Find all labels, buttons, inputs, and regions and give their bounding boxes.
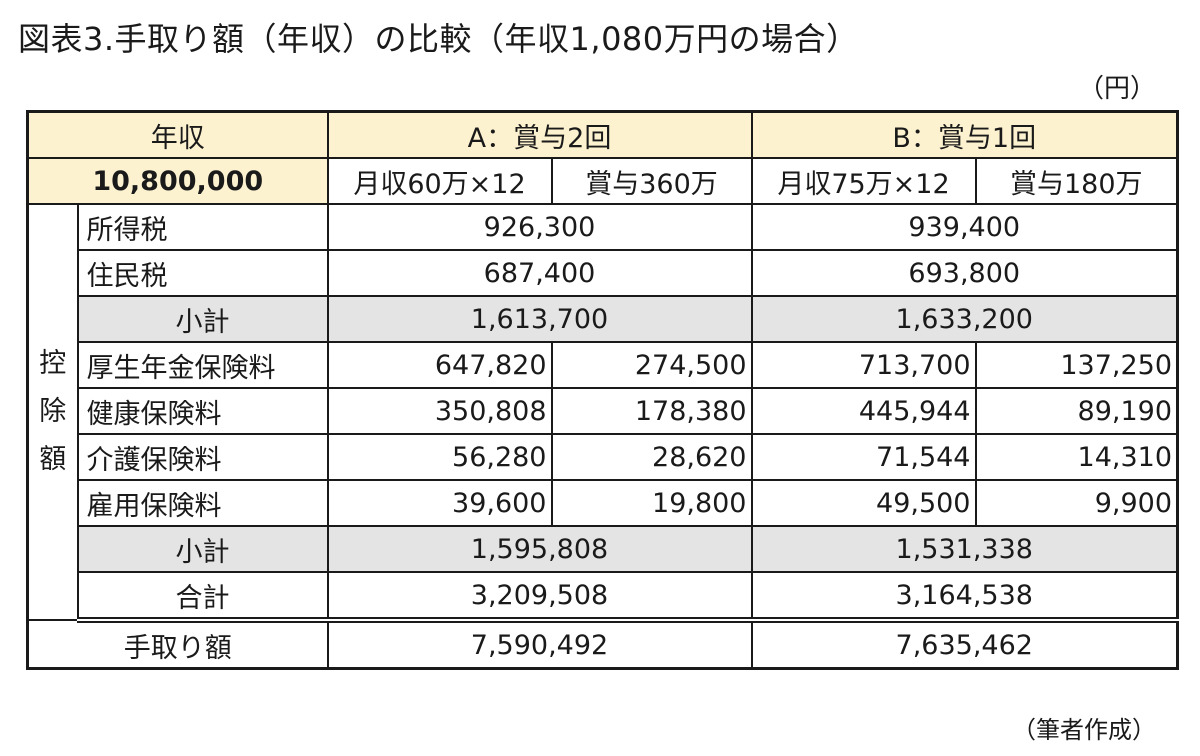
- table-row: 介護保険料 56,280 28,620 71,544 14,310: [28, 433, 1179, 481]
- plan-b-label: B：賞与1回: [750, 110, 1179, 159]
- deductions-vertical-label: 控 除 額: [26, 203, 79, 621]
- plan-a-bonus-value: 28,620: [550, 433, 753, 481]
- plan-a-monthly-value: 56,280: [326, 433, 553, 481]
- plan-b-bonus-value: 137,250: [974, 341, 1179, 389]
- plan-a-monthly-value: 39,600: [326, 479, 553, 527]
- plan-b-value: 1,633,200: [750, 295, 1179, 343]
- comparison-table: 年収 A：賞与2回 B：賞与1回 10,800,000 月収60万×12 賞与3…: [26, 110, 1180, 670]
- page-title: 図表3.手取り額（年収）の比較（年収1,080万円の場合）: [18, 20, 859, 58]
- source-note: （筆者作成）: [1012, 716, 1156, 744]
- plan-a-value: 926,300: [326, 203, 753, 251]
- row-label: 小計: [76, 525, 329, 573]
- plan-b-value: 693,800: [750, 249, 1179, 297]
- header-row-2: 10,800,000 月収60万×12 賞与360万 月収75万×12 賞与18…: [26, 157, 1179, 205]
- plan-b-value: 7,635,462: [750, 619, 1179, 670]
- plan-b-bonus-value: 14,310: [974, 433, 1179, 481]
- income-value: 10,800,000: [26, 157, 329, 205]
- unit-label: （円）: [1077, 74, 1156, 104]
- plan-b-monthly-value: 713,700: [750, 341, 977, 389]
- plan-b-value: 1,531,338: [750, 525, 1179, 573]
- take-home-row: 手取り額 7,590,492 7,635,462: [26, 619, 1179, 670]
- plan-a-value: 687,400: [326, 249, 753, 297]
- row-label: 厚生年金保険料: [76, 341, 329, 389]
- header-row-1: 年収 A：賞与2回 B：賞与1回: [26, 110, 1179, 159]
- table-row: 厚生年金保険料 647,820 274,500 713,700 137,250: [28, 341, 1179, 389]
- income-label: 年収: [26, 110, 329, 159]
- plan-b-bonus-value: 89,190: [974, 387, 1179, 435]
- row-label: 介護保険料: [76, 433, 329, 481]
- row-label: 雇用保険料: [76, 479, 329, 527]
- plan-a-monthly-value: 350,808: [326, 387, 553, 435]
- row-label: 所得税: [76, 203, 329, 251]
- insurance-subtotal-row: 小計 1,595,808 1,531,338: [28, 525, 1179, 573]
- plan-a-monthly: 月収60万×12: [326, 157, 553, 205]
- plan-a-value: 3,209,508: [326, 571, 753, 623]
- plan-a-bonus: 賞与360万: [550, 157, 753, 205]
- table-row: 住民税 687,400 693,800: [28, 249, 1179, 297]
- row-label: 合計: [76, 571, 329, 623]
- row-label: 手取り額: [26, 619, 329, 670]
- plan-a-bonus-value: 19,800: [550, 479, 753, 527]
- plan-a-value: 1,595,808: [326, 525, 753, 573]
- plan-a-value: 7,590,492: [326, 619, 753, 670]
- plan-b-value: 3,164,538: [750, 571, 1179, 623]
- plan-b-value: 939,400: [750, 203, 1179, 251]
- row-label: 住民税: [76, 249, 329, 297]
- table-row: 控 除 額 所得税 926,300 939,400: [26, 203, 1179, 621]
- plan-b-monthly-value: 71,544: [750, 433, 977, 481]
- plan-b-bonus-value: 9,900: [974, 479, 1179, 527]
- plan-a-bonus-value: 178,380: [550, 387, 753, 435]
- plan-b-bonus: 賞与180万: [974, 157, 1179, 205]
- total-row: 合計 3,209,508 3,164,538: [28, 571, 1179, 623]
- table-row: 雇用保険料 39,600 19,800 49,500 9,900: [28, 479, 1179, 527]
- plan-b-monthly-value: 49,500: [750, 479, 977, 527]
- table-row: 健康保険料 350,808 178,380 445,944 89,190: [28, 387, 1179, 435]
- row-label: 健康保険料: [76, 387, 329, 435]
- plan-b-monthly-value: 445,944: [750, 387, 977, 435]
- tax-subtotal-row: 小計 1,613,700 1,633,200: [28, 295, 1179, 343]
- plan-a-label: A：賞与2回: [326, 110, 753, 159]
- plan-b-monthly: 月収75万×12: [750, 157, 977, 205]
- plan-a-monthly-value: 647,820: [326, 341, 553, 389]
- plan-a-bonus-value: 274,500: [550, 341, 753, 389]
- row-label: 小計: [76, 295, 329, 343]
- plan-a-value: 1,613,700: [326, 295, 753, 343]
